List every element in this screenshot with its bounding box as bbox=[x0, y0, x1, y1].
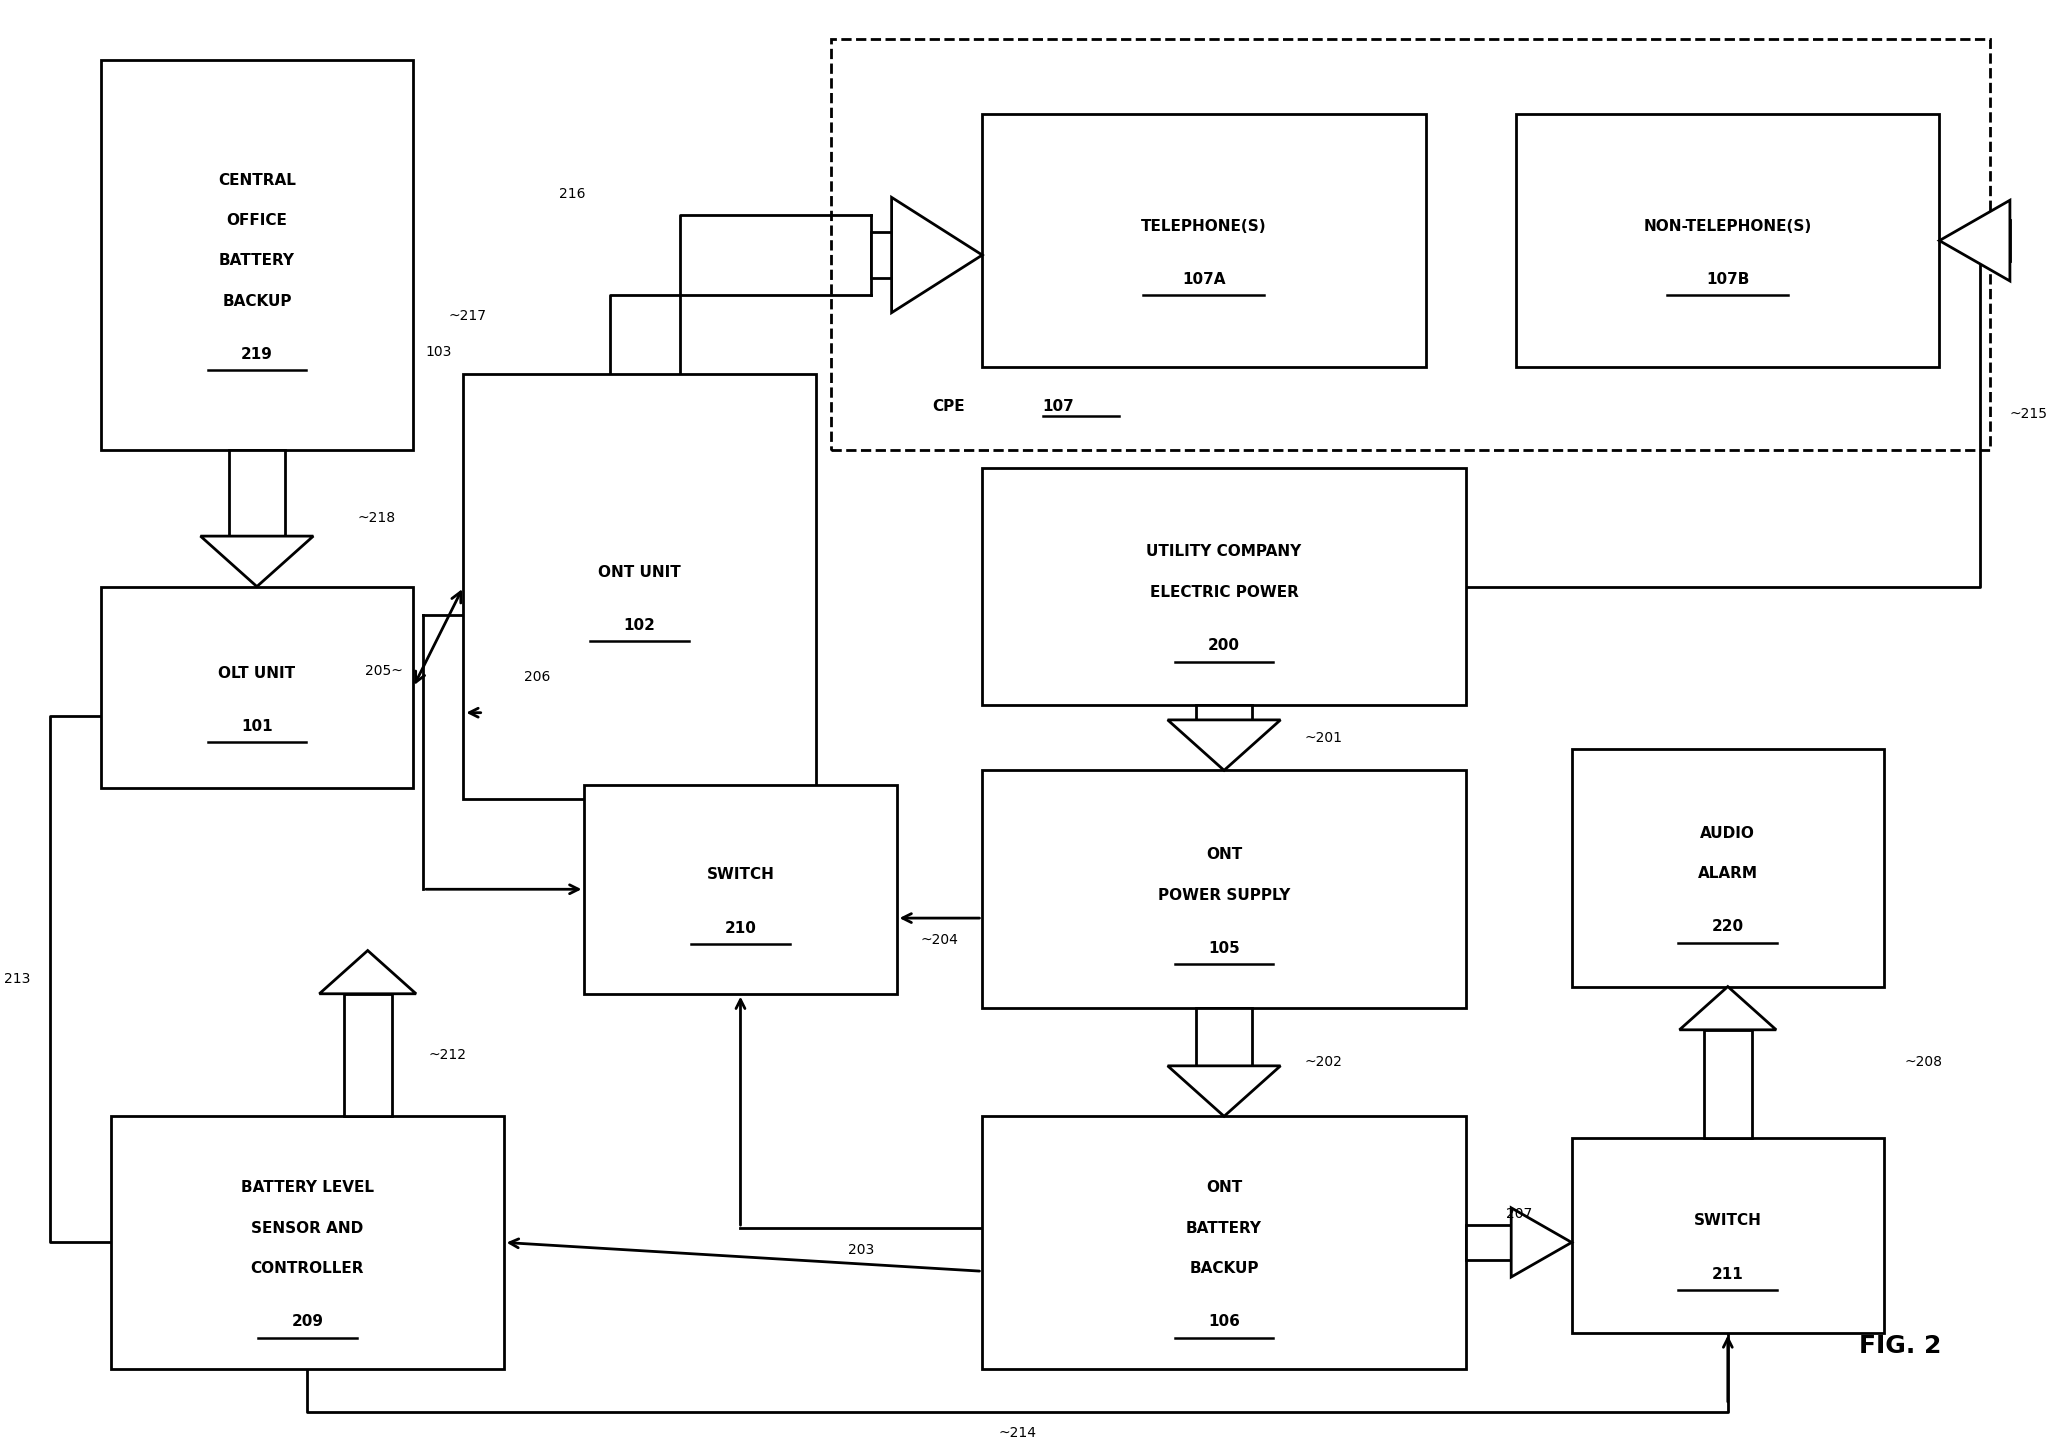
Polygon shape bbox=[319, 951, 416, 994]
Bar bbox=[344, 994, 393, 1116]
Text: 106: 106 bbox=[1207, 1314, 1240, 1330]
Text: ONT: ONT bbox=[1205, 1181, 1242, 1195]
Text: BATTERY LEVEL: BATTERY LEVEL bbox=[241, 1181, 374, 1195]
Text: ONT UNIT: ONT UNIT bbox=[599, 564, 681, 580]
Text: UTILITY COMPANY: UTILITY COMPANY bbox=[1146, 544, 1302, 560]
Text: 203: 203 bbox=[847, 1243, 874, 1256]
Polygon shape bbox=[891, 197, 983, 313]
Bar bbox=[111, 1116, 504, 1369]
Text: ~201: ~201 bbox=[1304, 731, 1343, 745]
Text: CENTRAL: CENTRAL bbox=[218, 172, 296, 188]
Text: ~218: ~218 bbox=[358, 511, 395, 525]
Bar bbox=[101, 61, 413, 450]
Text: OLT UNIT: OLT UNIT bbox=[218, 666, 296, 680]
Polygon shape bbox=[1168, 721, 1282, 770]
Text: BACKUP: BACKUP bbox=[222, 294, 292, 308]
Bar bbox=[1572, 748, 1884, 987]
Text: OFFICE: OFFICE bbox=[226, 213, 288, 229]
Text: AUDIO: AUDIO bbox=[1701, 826, 1755, 841]
Polygon shape bbox=[1940, 200, 2010, 281]
Text: ~202: ~202 bbox=[1304, 1055, 1343, 1069]
Text: BATTERY: BATTERY bbox=[218, 253, 294, 268]
Polygon shape bbox=[1679, 987, 1775, 1030]
Text: 107B: 107B bbox=[1705, 272, 1751, 287]
Text: SENSOR AND: SENSOR AND bbox=[251, 1220, 364, 1236]
Bar bbox=[1572, 1137, 1884, 1333]
Text: CONTROLLER: CONTROLLER bbox=[251, 1260, 364, 1276]
Text: SWITCH: SWITCH bbox=[1693, 1213, 1761, 1229]
Text: SWITCH: SWITCH bbox=[706, 867, 773, 883]
Bar bbox=[1467, 1226, 1512, 1260]
Text: ~208: ~208 bbox=[1905, 1055, 1942, 1069]
Bar bbox=[1195, 706, 1253, 721]
Bar bbox=[983, 467, 1467, 706]
Bar bbox=[584, 784, 897, 994]
Bar bbox=[1195, 1009, 1253, 1066]
Text: 200: 200 bbox=[1207, 638, 1240, 653]
Bar bbox=[983, 114, 1426, 366]
Bar bbox=[872, 232, 891, 278]
Bar bbox=[463, 373, 817, 799]
Text: ONT: ONT bbox=[1205, 846, 1242, 862]
Text: 107A: 107A bbox=[1183, 272, 1226, 287]
Text: 107: 107 bbox=[1043, 398, 1074, 414]
Text: 210: 210 bbox=[724, 920, 757, 936]
Polygon shape bbox=[1168, 1066, 1282, 1116]
Bar bbox=[101, 586, 413, 789]
Text: 101: 101 bbox=[241, 719, 274, 734]
Text: ELECTRIC POWER: ELECTRIC POWER bbox=[1150, 585, 1298, 601]
Text: TELEPHONE(S): TELEPHONE(S) bbox=[1142, 218, 1267, 234]
Bar bbox=[1979, 220, 2010, 260]
Text: 209: 209 bbox=[292, 1314, 323, 1330]
Bar bbox=[983, 770, 1467, 1009]
Text: 206: 206 bbox=[525, 670, 549, 683]
Bar bbox=[228, 450, 286, 535]
Text: ~204: ~204 bbox=[922, 933, 959, 946]
Text: 211: 211 bbox=[1711, 1266, 1744, 1282]
Text: 105: 105 bbox=[1207, 941, 1240, 956]
Text: BATTERY: BATTERY bbox=[1187, 1220, 1263, 1236]
Text: 213: 213 bbox=[4, 972, 31, 987]
Bar bbox=[983, 1116, 1467, 1369]
Text: ~214: ~214 bbox=[998, 1427, 1037, 1440]
Text: BACKUP: BACKUP bbox=[1189, 1260, 1259, 1276]
Text: FIG. 2: FIG. 2 bbox=[1860, 1334, 1942, 1357]
Text: 216: 216 bbox=[560, 187, 586, 201]
Text: CPE: CPE bbox=[932, 398, 965, 414]
Text: POWER SUPPLY: POWER SUPPLY bbox=[1158, 887, 1290, 903]
Bar bbox=[1703, 1030, 1753, 1137]
Bar bbox=[831, 39, 1989, 450]
Text: ~212: ~212 bbox=[428, 1048, 467, 1062]
Bar bbox=[1516, 114, 1940, 366]
Polygon shape bbox=[200, 535, 313, 586]
Text: NON-TELEPHONE(S): NON-TELEPHONE(S) bbox=[1644, 218, 1812, 234]
Text: 207: 207 bbox=[1506, 1207, 1532, 1221]
Polygon shape bbox=[1512, 1208, 1572, 1278]
Text: 219: 219 bbox=[241, 347, 274, 362]
Text: ~215: ~215 bbox=[2010, 407, 2049, 421]
Text: 205~: 205~ bbox=[364, 664, 403, 679]
Text: 103: 103 bbox=[426, 346, 450, 359]
Text: 220: 220 bbox=[1711, 919, 1744, 935]
Text: 102: 102 bbox=[623, 618, 656, 632]
Text: ALARM: ALARM bbox=[1697, 865, 1759, 881]
Text: ~217: ~217 bbox=[448, 310, 485, 323]
